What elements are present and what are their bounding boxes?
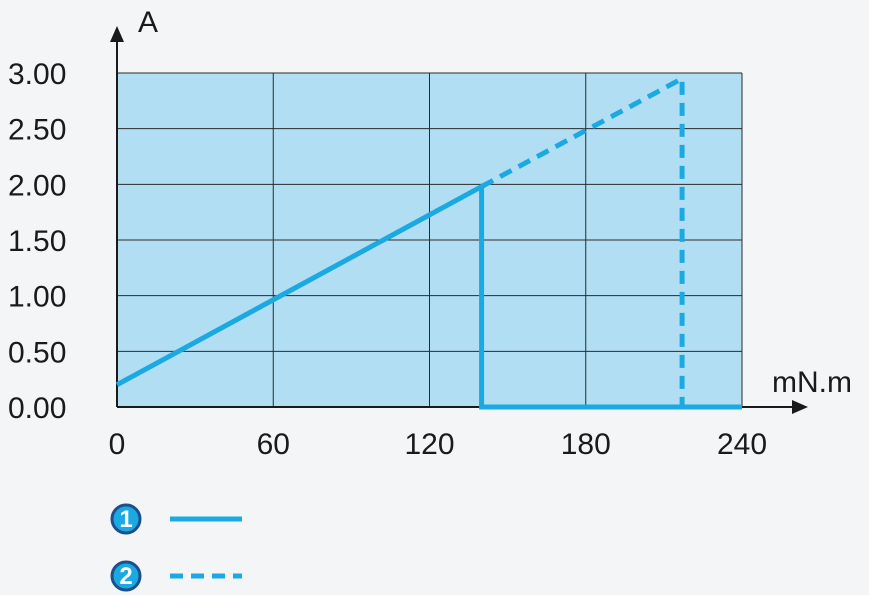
y-axis-label: A: [138, 6, 158, 39]
legend-badge-number: 1: [119, 506, 132, 533]
x-tick-label: 120: [404, 428, 454, 461]
y-tick-label: 0.00: [8, 392, 66, 425]
x-tick-label: 180: [561, 428, 611, 461]
y-tick-label: 3.00: [8, 58, 66, 91]
legend-badge-number: 2: [119, 563, 132, 590]
x-tick-label: 60: [257, 428, 290, 461]
x-axis-label: mN.m: [772, 366, 852, 399]
y-axis-arrow: [110, 26, 124, 42]
y-tick-labels: 0.00 0.50 1.00 1.50 2.00 2.50 3.00: [8, 58, 66, 425]
x-tick-label: 240: [717, 428, 767, 461]
y-tick-label: 0.50: [8, 336, 66, 369]
x-tick-labels: 0 60 120 180 240: [109, 428, 767, 461]
y-tick-label: 1.00: [8, 281, 66, 314]
y-tick-label: 2.00: [8, 169, 66, 202]
y-tick-label: 1.50: [8, 225, 66, 258]
legend: 12: [112, 505, 242, 590]
y-tick-label: 2.50: [8, 114, 66, 147]
x-tick-label: 0: [109, 428, 126, 461]
x-axis-arrow: [792, 400, 808, 414]
